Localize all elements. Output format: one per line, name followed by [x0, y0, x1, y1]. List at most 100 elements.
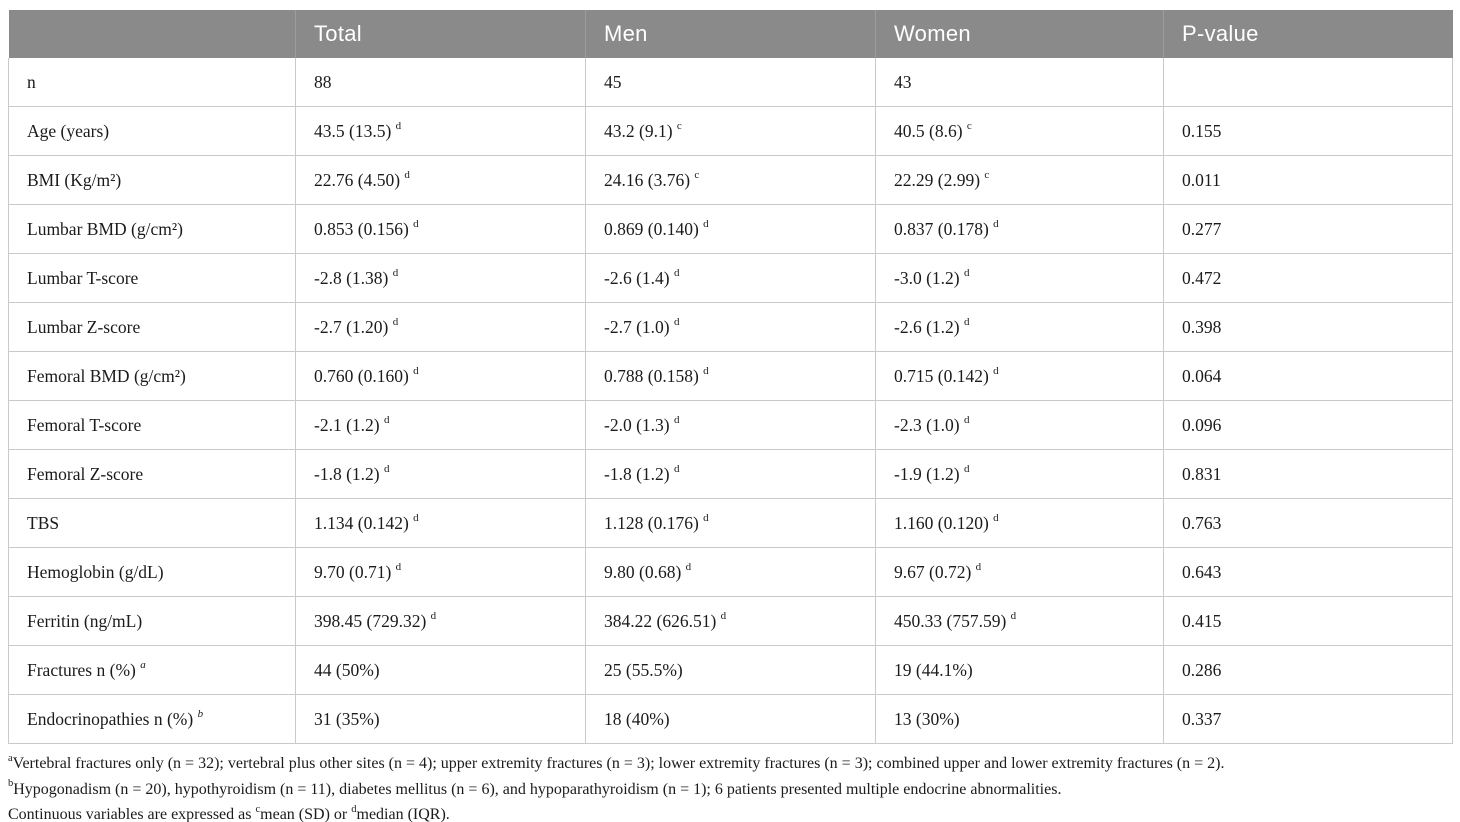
cell-men: -2.6 (1.4) d	[585, 253, 876, 303]
row-label: Fractures n (%) a	[8, 645, 296, 695]
row-label: BMI (Kg/m²)	[8, 155, 296, 205]
superscript-marker: d	[392, 266, 399, 279]
column-header-women: Women	[875, 10, 1164, 58]
cell-men: 25 (55.5%)	[585, 645, 876, 695]
demographics-table: Total Men Women P-value n 88 45 43 Age (year…	[8, 10, 1453, 744]
superscript-marker: d	[395, 560, 402, 573]
superscript-marker: c	[255, 803, 261, 815]
cell-total: 31 (35%)	[295, 694, 586, 744]
cell-women: 13 (30%)	[875, 694, 1164, 744]
superscript-marker: d	[673, 315, 680, 328]
cell-p-value: 0.277	[1163, 204, 1453, 254]
column-header-empty	[8, 10, 296, 58]
row-label: Ferritin (ng/mL)	[8, 596, 296, 646]
table-row: Ferritin (ng/mL) 398.45 (729.32) d 384.22 …	[8, 596, 1453, 646]
superscript-marker: d	[963, 413, 970, 426]
cell-women: 22.29 (2.99) c	[875, 155, 1164, 205]
footnote: aVertebral fractures only (n = 32); vert…	[8, 752, 1225, 772]
row-label: Age (years)	[8, 106, 296, 156]
superscript-marker: d	[392, 315, 399, 328]
superscript-marker: c	[694, 168, 700, 181]
superscript-marker: d	[383, 462, 390, 475]
superscript-marker: d	[975, 560, 982, 573]
superscript-marker: d	[383, 413, 390, 426]
cell-p-value: 0.398	[1163, 302, 1453, 352]
column-header-total: Total	[295, 10, 586, 58]
table-header-row: Total Men Women P-value	[8, 10, 1453, 58]
cell-women: 43	[875, 58, 1164, 107]
column-header-p-value: P-value	[1163, 10, 1453, 58]
cell-total: 0.853 (0.156) d	[295, 204, 586, 254]
cell-total: 9.70 (0.71) d	[295, 547, 586, 597]
row-label: Endocrinopathies n (%) b	[8, 694, 296, 744]
cell-women: 19 (44.1%)	[875, 645, 1164, 695]
superscript-marker: c	[984, 168, 990, 181]
cell-p-value: 0.831	[1163, 449, 1453, 499]
cell-men: -2.7 (1.0) d	[585, 302, 876, 352]
superscript-marker: b	[197, 707, 204, 720]
superscript-marker: d	[963, 315, 970, 328]
cell-women: 0.715 (0.142) d	[875, 351, 1164, 401]
cell-men: 384.22 (626.51) d	[585, 596, 876, 646]
row-label: Hemoglobin (g/dL)	[8, 547, 296, 597]
cell-women: 450.33 (757.59) d	[875, 596, 1164, 646]
cell-women: -2.3 (1.0) d	[875, 400, 1164, 450]
table-row: Femoral T-score -2.1 (1.2) d -2.0 (1.3) d-…	[8, 400, 1453, 450]
cell-men: 45	[585, 58, 876, 107]
table-row: Femoral BMD (g/cm²) 0.760 (0.160) d 0.788 …	[8, 351, 1453, 401]
superscript-marker: d	[1010, 609, 1017, 622]
superscript-marker: d	[703, 364, 709, 377]
cell-p-value: 0.286	[1163, 645, 1453, 695]
superscript-marker: d	[993, 364, 999, 377]
superscript-marker: b	[8, 778, 14, 790]
cell-women: -3.0 (1.2) d	[875, 253, 1164, 303]
cell-p-value: 0.064	[1163, 351, 1453, 401]
superscript-marker: d	[395, 119, 402, 132]
footnotes: aVertebral fractures only (n = 32); vert…	[8, 751, 1460, 822]
cell-p-value: 0.011	[1163, 155, 1453, 205]
cell-p-value: 0.763	[1163, 498, 1453, 548]
row-label: Lumbar BMD (g/cm²)	[8, 204, 296, 254]
superscript-marker: d	[685, 560, 692, 573]
footnote: bHypogonadism (n = 20), hypothyroidism (…	[8, 778, 1062, 798]
cell-men: 0.788 (0.158) d	[585, 351, 876, 401]
table-row: Femoral Z-score -1.8 (1.2) d -1.8 (1.2) d-…	[8, 449, 1453, 499]
superscript-marker: d	[673, 462, 680, 475]
table-row: Endocrinopathies n (%) b 31 (35%) 18 (40%)…	[8, 694, 1453, 744]
row-label: TBS	[8, 498, 296, 548]
footnote: Continuous variables are expressed as cm…	[8, 803, 450, 822]
cell-men: 24.16 (3.76) c	[585, 155, 876, 205]
superscript-marker: d	[404, 168, 410, 181]
cell-p-value: 0.643	[1163, 547, 1453, 597]
superscript-marker: d	[963, 266, 970, 279]
row-label: n	[8, 58, 296, 107]
row-label: Femoral BMD (g/cm²)	[8, 351, 296, 401]
cell-total: 88	[295, 58, 586, 107]
cell-women: 0.837 (0.178) d	[875, 204, 1164, 254]
cell-women: 1.160 (0.120) d	[875, 498, 1164, 548]
cell-women: -2.6 (1.2) d	[875, 302, 1164, 352]
row-label: Femoral Z-score	[8, 449, 296, 499]
cell-men: -1.8 (1.2) d	[585, 449, 876, 499]
cell-p-value: 0.472	[1163, 253, 1453, 303]
superscript-marker: d	[703, 511, 709, 524]
cell-p-value: 0.415	[1163, 596, 1453, 646]
cell-total: 0.760 (0.160) d	[295, 351, 586, 401]
table-row: Fractures n (%) a 44 (50%) 25 (55.5%) 19 (4…	[8, 645, 1453, 695]
table-body: n 88 45 43 Age (years) 43.5 (13.5) d 43.2 (9.1…	[8, 58, 1453, 744]
table-row: TBS 1.134 (0.142) d 1.128 (0.176) d 1.160 (…	[8, 498, 1453, 548]
superscript-marker: d	[703, 217, 709, 230]
table-row: n 88 45 43	[8, 58, 1453, 107]
cell-total: 1.134 (0.142) d	[295, 498, 586, 548]
cell-total: 22.76 (4.50) d	[295, 155, 586, 205]
cell-men: 1.128 (0.176) d	[585, 498, 876, 548]
superscript-marker: d	[720, 609, 727, 622]
cell-total: -1.8 (1.2) d	[295, 449, 586, 499]
cell-men: 43.2 (9.1) c	[585, 106, 876, 156]
superscript-marker: a	[8, 752, 13, 764]
row-label: Femoral T-score	[8, 400, 296, 450]
superscript-marker: d	[673, 413, 680, 426]
superscript-marker: d	[351, 803, 357, 815]
